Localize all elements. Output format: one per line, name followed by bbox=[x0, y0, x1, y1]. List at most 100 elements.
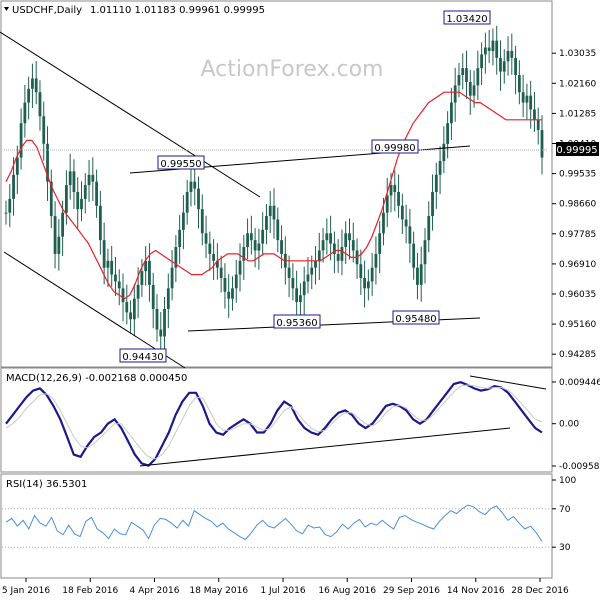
candle-body bbox=[87, 174, 91, 186]
x-tick-label: 4 Apr 2016 bbox=[130, 586, 180, 596]
x-tick-label: 29 Sep 2016 bbox=[383, 586, 440, 596]
candle-body bbox=[540, 130, 544, 158]
price-panel bbox=[0, 0, 553, 368]
candle-body bbox=[117, 281, 121, 289]
candle-body bbox=[215, 260, 219, 268]
candle-body bbox=[114, 274, 117, 282]
candle-body bbox=[53, 216, 57, 254]
price-annotation-box bbox=[371, 139, 419, 154]
candle-body bbox=[34, 78, 38, 93]
candle-body bbox=[431, 192, 434, 217]
candle-body bbox=[208, 243, 212, 254]
candle-body bbox=[536, 119, 540, 131]
candle-body bbox=[291, 278, 295, 289]
candle-body bbox=[332, 243, 336, 254]
macd-trendline bbox=[139, 427, 511, 467]
candle-body bbox=[219, 267, 223, 278]
candle-body bbox=[80, 198, 83, 210]
moving-average-line bbox=[5, 91, 542, 300]
rsi-tick-label: 30 bbox=[559, 543, 571, 553]
candle-body bbox=[159, 329, 163, 337]
candle-body bbox=[299, 295, 302, 303]
candle-body bbox=[223, 278, 227, 292]
candle-body bbox=[385, 195, 389, 213]
current-price-value: 0.99995 bbox=[556, 145, 597, 156]
candle-body bbox=[151, 284, 155, 309]
candle-body bbox=[336, 253, 340, 261]
candle-body bbox=[212, 253, 216, 261]
candle-body bbox=[95, 181, 98, 206]
candle-body bbox=[182, 212, 185, 230]
candle-body bbox=[155, 308, 159, 330]
candle-body bbox=[268, 205, 272, 217]
price-tick-label: 0.95160 bbox=[559, 320, 596, 330]
candle-body bbox=[197, 188, 200, 210]
price-tick-label: 0.96035 bbox=[559, 290, 596, 300]
rsi-tick-label: 100 bbox=[559, 476, 576, 486]
candle-body bbox=[491, 40, 495, 51]
candle-body bbox=[363, 278, 366, 289]
candle-body bbox=[27, 88, 31, 103]
candle-body bbox=[242, 247, 246, 261]
candle-body bbox=[272, 205, 276, 220]
price-tick-label: 0.98660 bbox=[559, 200, 596, 210]
candle-body bbox=[400, 205, 404, 220]
candle-body bbox=[506, 50, 510, 62]
macd-layer bbox=[5, 375, 547, 467]
candle-body bbox=[423, 240, 427, 265]
candle-body bbox=[329, 233, 333, 244]
rsi-title: RSI(14) 36.5301 bbox=[6, 479, 87, 490]
candle-body bbox=[57, 236, 61, 254]
candle-body bbox=[106, 260, 110, 268]
price-annotation-box bbox=[392, 310, 440, 325]
candle-body bbox=[265, 216, 268, 230]
candle-body bbox=[238, 260, 242, 275]
ohlc-values: 1.01110 1.01183 0.99961 0.99995 bbox=[90, 5, 265, 16]
watermark: ActionForex.com bbox=[201, 57, 384, 82]
price-annotation-box bbox=[273, 314, 321, 329]
candle-body bbox=[419, 264, 423, 285]
current-price-badge bbox=[556, 142, 599, 156]
price-tick-label: 0.97785 bbox=[559, 230, 596, 240]
signal-line bbox=[5, 384, 543, 460]
candle-body bbox=[495, 40, 499, 58]
candle-body bbox=[408, 226, 412, 244]
candle-body bbox=[125, 302, 129, 313]
candle-body bbox=[23, 102, 27, 124]
candle-body bbox=[234, 274, 238, 289]
candle-body bbox=[61, 212, 65, 237]
candle-body bbox=[480, 54, 484, 69]
candle-body bbox=[382, 212, 385, 234]
trendline bbox=[0, 31, 261, 198]
candle-body bbox=[98, 205, 102, 241]
candle-body bbox=[178, 229, 182, 248]
candle-body bbox=[204, 233, 208, 244]
candle-body bbox=[163, 308, 166, 337]
macd-panel bbox=[0, 367, 553, 473]
candle-body bbox=[499, 57, 502, 72]
x-tick-label: 28 Dec 2016 bbox=[511, 586, 569, 596]
candle-body bbox=[325, 233, 329, 241]
macd-tick-label: 0.00 bbox=[559, 420, 579, 430]
candle-body bbox=[140, 271, 144, 285]
price-annotation-box bbox=[119, 348, 167, 363]
candle-body bbox=[227, 291, 231, 299]
x-tick-label: 18 May 2016 bbox=[189, 586, 248, 596]
candle-body bbox=[12, 174, 15, 199]
candle-body bbox=[359, 264, 363, 278]
candle-body bbox=[465, 68, 468, 82]
candle-body bbox=[517, 75, 521, 93]
candle-body bbox=[412, 243, 416, 268]
candle-body bbox=[4, 212, 8, 214]
collapse-arrow-icon[interactable] bbox=[4, 7, 9, 11]
macd-tick-label: -0.009588 bbox=[559, 462, 600, 472]
x-tick-label: 14 Nov 2016 bbox=[447, 586, 505, 596]
candle-body bbox=[457, 75, 461, 86]
candle-body bbox=[129, 312, 132, 320]
candle-body bbox=[249, 233, 253, 241]
candle-body bbox=[31, 78, 34, 89]
candle-body bbox=[253, 240, 257, 251]
candle-body bbox=[102, 240, 106, 268]
